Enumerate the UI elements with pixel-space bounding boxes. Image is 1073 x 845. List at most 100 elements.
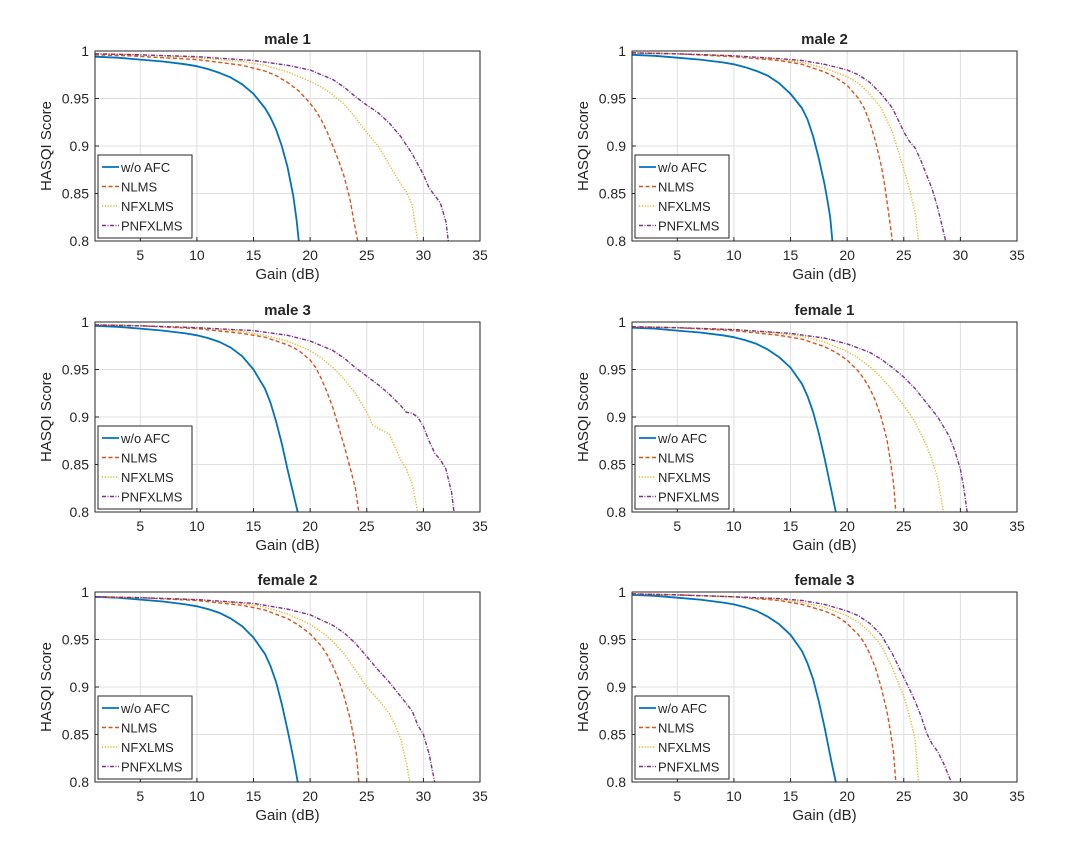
series-line-w-o-afc: [94, 595, 299, 783]
x-tick-label: 15: [783, 518, 799, 534]
series-line-nlms: [631, 326, 897, 513]
y-axis-label: HASQI Score: [575, 372, 592, 462]
legend-label-pnfxlms: PNFXLMS: [658, 219, 720, 234]
x-tick-label: 35: [1009, 788, 1025, 804]
x-tick-label: 25: [359, 247, 375, 263]
series-line-nfxlms: [631, 593, 920, 783]
x-tick-label: 20: [839, 788, 855, 804]
subplot-female-1: 5 10 15 20 25 30 35 0.8 0.85 0.9 0.95 1 female 1 Gain…: [575, 302, 1025, 554]
series-line-w-o-afc: [94, 324, 299, 513]
series-line-nlms: [94, 324, 360, 513]
x-tick-label: 15: [783, 247, 799, 263]
axes-box: [631, 321, 1018, 513]
series-line-pnfxlms: [94, 324, 455, 513]
x-tick-label: 10: [189, 518, 205, 534]
y-tick-label: 0.95: [599, 91, 626, 107]
x-tick-label: 15: [246, 247, 262, 263]
chart-title: male 1: [264, 31, 311, 48]
y-tick-label: 1: [81, 43, 89, 59]
subplot-female-2: 5 10 15 20 25 30 35 0.8 0.85 0.9 0.95 1 female 2 Gain…: [38, 572, 488, 824]
y-axis-label: HASQI Score: [575, 642, 592, 732]
y-axis-label: HASQI Score: [38, 101, 55, 191]
axes-box: [94, 50, 481, 242]
series-line-w-o-afc: [94, 55, 300, 242]
y-tick-label: 1: [618, 43, 626, 59]
x-tick-label: 20: [302, 247, 318, 263]
x-axis-label: Gain (dB): [255, 537, 319, 554]
x-tick-label: 30: [953, 247, 969, 263]
x-tick-label: 5: [673, 518, 681, 534]
subplot-male-3: 5 10 15 20 25 30 35 0.8 0.85 0.9 0.95 1 male 3 Gain (…: [38, 302, 488, 554]
x-tick-label: 35: [472, 247, 488, 263]
chart-title: female 1: [794, 302, 854, 319]
y-tick-label: 0.95: [62, 632, 89, 648]
legend-label-nfxlms: NFXLMS: [658, 199, 711, 214]
legend-label-nlms: NLMS: [658, 721, 694, 736]
y-tick-label: 0.9: [607, 409, 627, 425]
legend: w/o AFC NLMS NFXLMS PNFXLMS: [634, 425, 730, 510]
y-tick-label: 0.8: [70, 504, 90, 520]
legend-label-pnfxlms: PNFXLMS: [658, 760, 720, 775]
x-tick-label: 35: [472, 788, 488, 804]
x-tick-label: 25: [896, 247, 912, 263]
y-axis-label: HASQI Score: [575, 101, 592, 191]
y-tick-label: 0.8: [70, 774, 90, 790]
x-tick-label: 30: [416, 247, 432, 263]
x-tick-label: 5: [673, 247, 681, 263]
legend-label-nlms: NLMS: [121, 451, 157, 466]
chart-title: male 2: [801, 31, 848, 48]
chart-title: female 2: [257, 572, 317, 589]
x-tick-label: 15: [246, 518, 262, 534]
x-tick-label: 30: [953, 788, 969, 804]
x-axis-label: Gain (dB): [792, 537, 856, 554]
legend-label-pnfxlms: PNFXLMS: [658, 490, 720, 505]
chart-title: male 3: [264, 302, 311, 319]
series-line-nlms: [94, 596, 360, 783]
y-tick-label: 1: [618, 584, 626, 600]
x-axis-label: Gain (dB): [792, 266, 856, 283]
legend-label-nfxlms: NFXLMS: [658, 740, 711, 755]
legend-box: [634, 695, 730, 780]
x-tick-label: 35: [472, 518, 488, 534]
legend-box: [634, 425, 730, 510]
x-tick-label: 10: [726, 518, 742, 534]
x-axis-label: Gain (dB): [255, 266, 319, 283]
subplot-male-2: 5 10 15 20 25 30 35 0.8 0.85 0.9 0.95 1 male 2 Gain (…: [575, 31, 1025, 283]
x-tick-label: 5: [136, 788, 144, 804]
y-tick-label: 0.95: [599, 362, 626, 378]
x-axis-label: Gain (dB): [255, 807, 319, 824]
y-tick-label: 0.9: [70, 138, 90, 154]
x-tick-label: 25: [896, 788, 912, 804]
y-tick-label: 0.9: [70, 679, 90, 695]
y-tick-label: 0.8: [607, 504, 627, 520]
y-tick-label: 0.85: [62, 727, 89, 743]
series-line-pnfxlms: [631, 52, 947, 242]
x-tick-label: 35: [1009, 518, 1025, 534]
y-tick-label: 0.85: [62, 457, 89, 473]
x-tick-label: 5: [673, 788, 681, 804]
y-tick-label: 0.85: [599, 186, 626, 202]
x-tick-label: 5: [136, 247, 144, 263]
series-line-pnfxlms: [631, 593, 952, 783]
x-tick-label: 10: [726, 788, 742, 804]
y-tick-label: 0.85: [599, 727, 626, 743]
chart-title: female 3: [794, 572, 854, 589]
series-line-pnfxlms: [631, 326, 968, 513]
x-tick-label: 15: [246, 788, 262, 804]
y-tick-label: 0.9: [607, 679, 627, 695]
legend-box: [97, 425, 193, 510]
legend-label-nlms: NLMS: [121, 721, 157, 736]
legend-label-w-o-afc: w/o AFC: [120, 160, 170, 175]
x-tick-label: 20: [839, 518, 855, 534]
x-tick-label: 15: [783, 788, 799, 804]
series-line-nfxlms: [631, 52, 920, 242]
legend-label-w-o-afc: w/o AFC: [657, 431, 707, 446]
series-line-nfxlms: [94, 596, 411, 783]
y-tick-label: 0.85: [62, 186, 89, 202]
legend-box: [97, 695, 193, 780]
legend-label-w-o-afc: w/o AFC: [120, 701, 170, 716]
legend-box: [634, 154, 730, 239]
y-tick-label: 0.8: [607, 774, 627, 790]
legend-label-w-o-afc: w/o AFC: [657, 160, 707, 175]
y-tick-label: 1: [618, 314, 626, 330]
